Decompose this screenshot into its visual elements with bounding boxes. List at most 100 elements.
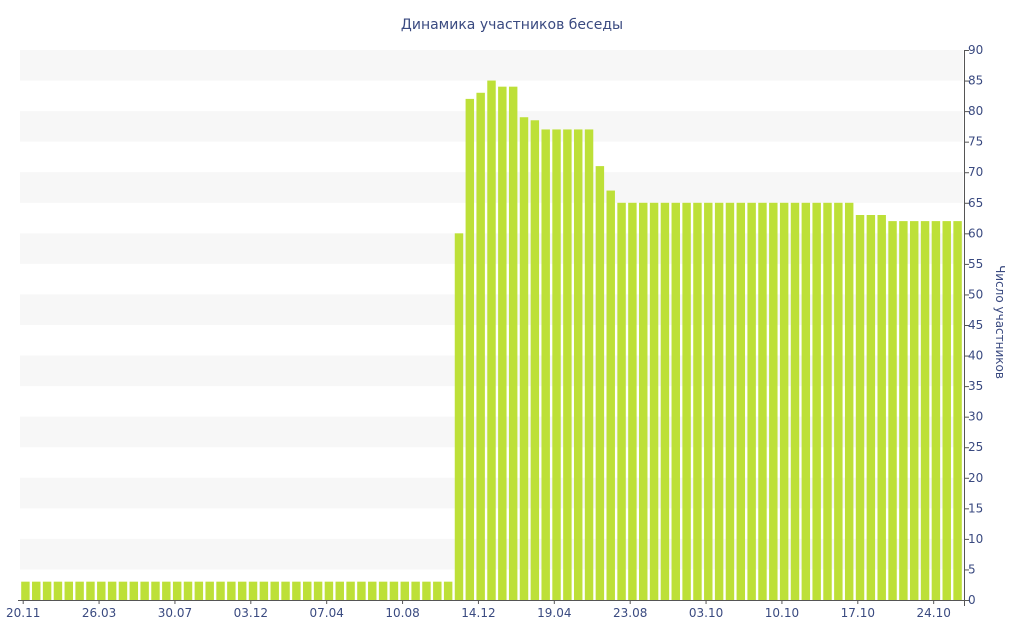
chart-title: Динамика участников беседы xyxy=(401,17,623,33)
y-tick-label: 55 xyxy=(968,257,983,271)
bar xyxy=(834,202,843,600)
bar xyxy=(248,581,258,600)
y-tick-label: 60 xyxy=(968,226,983,240)
bar xyxy=(303,581,312,600)
bar xyxy=(162,581,171,600)
y-tick-label: 30 xyxy=(968,410,983,424)
bar xyxy=(172,581,182,600)
bar xyxy=(237,581,247,600)
bar xyxy=(411,581,420,600)
bar xyxy=(216,581,225,600)
bar xyxy=(324,581,334,600)
y-tick-label: 45 xyxy=(968,318,983,332)
bar xyxy=(671,202,680,600)
bar xyxy=(378,581,388,600)
bar xyxy=(617,202,626,600)
bar xyxy=(855,215,865,600)
x-tick-label: 03.12 xyxy=(234,606,268,620)
y-tick-label: 90 xyxy=(968,43,983,57)
bars xyxy=(21,80,962,601)
bar xyxy=(498,86,507,601)
bar xyxy=(422,581,431,600)
y-tick-label: 65 xyxy=(968,196,983,210)
bar xyxy=(595,166,605,601)
bar xyxy=(769,202,778,600)
bar xyxy=(541,129,550,600)
x-tick-label: 26.03 xyxy=(82,606,116,620)
x-tick-label: 03.10 xyxy=(689,606,723,620)
x-tick-label: 19.04 xyxy=(537,606,571,620)
x-tick-label: 17.10 xyxy=(841,606,875,620)
bar xyxy=(660,202,670,600)
bar xyxy=(508,86,518,601)
y-tick-label: 70 xyxy=(968,165,983,179)
bar xyxy=(487,80,496,600)
bar xyxy=(183,581,193,600)
bar xyxy=(227,581,236,600)
bar xyxy=(779,202,789,600)
y-tick-label: 0 xyxy=(968,593,976,607)
bar xyxy=(281,581,290,600)
bar xyxy=(335,581,344,600)
y-tick-label: 25 xyxy=(968,440,983,454)
bar xyxy=(693,202,702,600)
bar xyxy=(97,581,106,600)
bar xyxy=(53,581,63,600)
bar xyxy=(844,202,854,600)
bar xyxy=(931,221,941,601)
bar xyxy=(292,581,301,600)
bar xyxy=(823,202,832,600)
bar xyxy=(910,221,919,601)
bar xyxy=(42,581,52,600)
bar xyxy=(704,202,713,600)
x-tick-label: 23.08 xyxy=(613,606,647,620)
bar xyxy=(476,92,485,600)
bar xyxy=(270,581,279,600)
bar xyxy=(400,581,410,600)
y-tick-label: 20 xyxy=(968,471,983,485)
bar xyxy=(313,581,323,600)
bar xyxy=(747,202,756,600)
bar xyxy=(888,221,897,601)
bar xyxy=(64,581,73,600)
bar xyxy=(75,581,84,600)
bar xyxy=(563,129,572,600)
x-tick-label: 24.10 xyxy=(916,606,950,620)
bar xyxy=(573,129,583,600)
bar xyxy=(465,98,475,600)
bar xyxy=(107,581,117,600)
bar xyxy=(628,202,637,600)
x-tick-label: 10.10 xyxy=(765,606,799,620)
bar xyxy=(942,221,951,601)
bar xyxy=(259,581,269,600)
bar xyxy=(519,117,529,600)
bar xyxy=(790,202,800,600)
bar xyxy=(346,581,355,600)
y-tick-label: 50 xyxy=(968,287,983,301)
bar xyxy=(368,581,377,600)
bar xyxy=(443,581,453,600)
bar xyxy=(21,581,30,600)
bar xyxy=(194,581,204,600)
bar xyxy=(433,581,442,600)
bar xyxy=(606,190,615,600)
bar xyxy=(86,581,95,600)
bar xyxy=(758,202,767,600)
x-tick-label: 10.08 xyxy=(385,606,419,620)
grid-band xyxy=(20,50,963,81)
x-tick-label: 20.11 xyxy=(6,606,40,620)
bar xyxy=(714,202,724,600)
x-tick-label: 07.04 xyxy=(310,606,344,620)
x-tick-label: 30.07 xyxy=(158,606,192,620)
y-tick-label: 5 xyxy=(968,562,976,576)
x-tick-label: 14.12 xyxy=(461,606,495,620)
bar xyxy=(801,202,811,600)
y-tick-label: 10 xyxy=(968,532,983,546)
y-tick-label: 40 xyxy=(968,349,983,363)
bar xyxy=(899,221,908,601)
bar xyxy=(118,581,128,600)
bar xyxy=(454,233,464,600)
bar xyxy=(389,581,399,600)
